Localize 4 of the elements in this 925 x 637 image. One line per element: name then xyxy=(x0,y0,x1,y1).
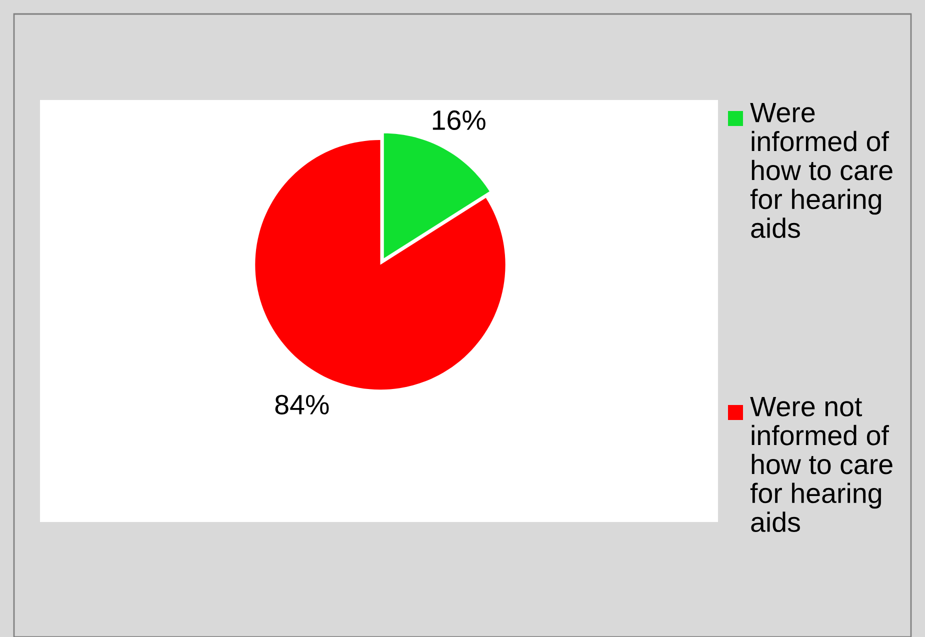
legend-label: Were informed of how to care for hearing aids xyxy=(750,103,892,238)
data-label: 84% xyxy=(275,394,329,414)
legend-label: Were not informed of how to care for hearing aids xyxy=(750,397,892,532)
data-label: 16% xyxy=(432,110,486,130)
